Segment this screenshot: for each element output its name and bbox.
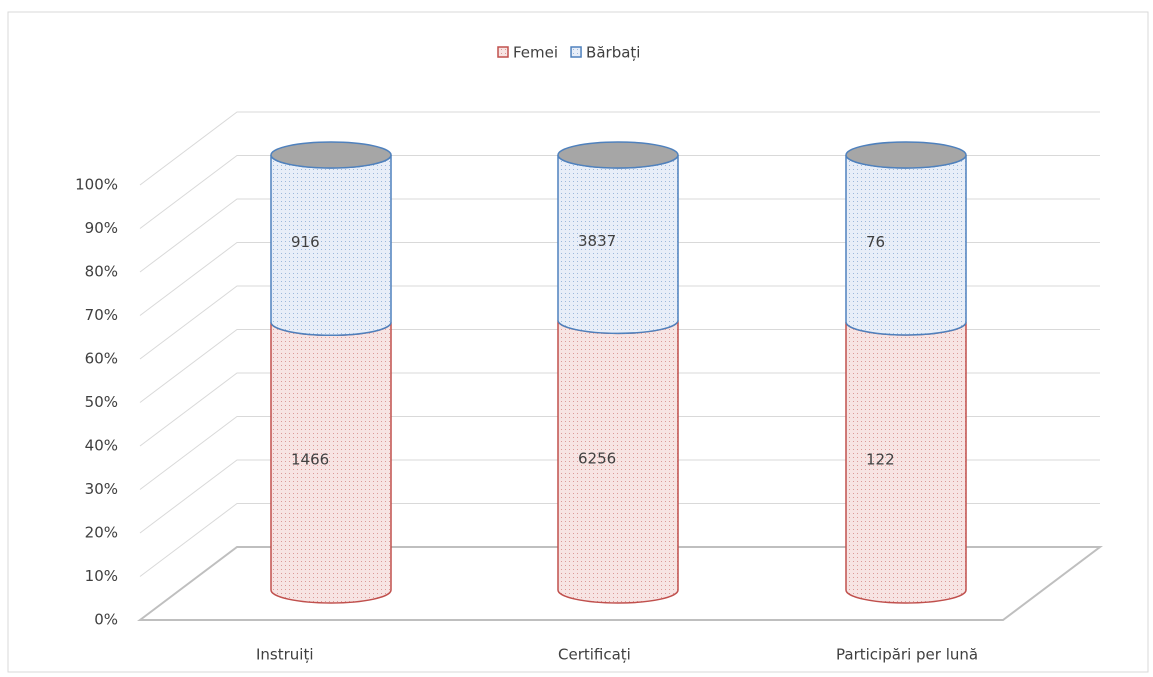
data-label: 122 [866,450,895,468]
y-tick-label: 40% [85,437,118,455]
y-tick-label: 0% [94,611,118,629]
data-label: 1466 [291,451,329,469]
cylinder-top [557,141,679,169]
x-tick-label: Certificați [558,646,631,664]
y-tick-label: 80% [85,263,118,281]
y-tick-label: 70% [85,306,118,324]
grid-line [139,503,1100,577]
cylinder-segment [845,321,967,604]
legend-label: Femei [513,44,558,62]
cylinder-top [270,141,392,169]
cylinder-top [845,141,967,169]
data-label: 3837 [578,232,616,250]
legend-swatch [570,46,582,58]
grid-line [139,329,1100,403]
cylinder-segment [557,154,679,335]
grid-line [139,242,1100,316]
grid-line [139,372,1100,447]
cylinder-segment [270,322,392,604]
data-label: 916 [291,233,320,251]
grid-line [139,198,1100,273]
data-label: 76 [866,233,885,251]
cylinder-segment [845,154,967,336]
x-tick-label: Instruiți [256,646,314,664]
grid-line [139,459,1100,534]
grid-line [139,155,1100,229]
data-label: 6256 [578,450,616,468]
cylinder-segment [557,320,679,604]
grid-line [139,416,1100,490]
cylinder-segment [270,154,392,337]
y-tick-label: 100% [75,176,118,194]
x-tick-label: Participări per lună [836,646,978,664]
y-tick-label: 60% [85,350,118,368]
legend-label: Bărbați [586,44,640,62]
y-tick-label: 90% [85,219,118,237]
y-tick-label: 30% [85,480,118,498]
grid-line [139,285,1100,360]
grid-line [139,111,1100,186]
legend-swatch [497,46,509,58]
y-tick-label: 20% [85,524,118,542]
y-tick-label: 10% [85,567,118,585]
y-tick-label: 50% [85,393,118,411]
